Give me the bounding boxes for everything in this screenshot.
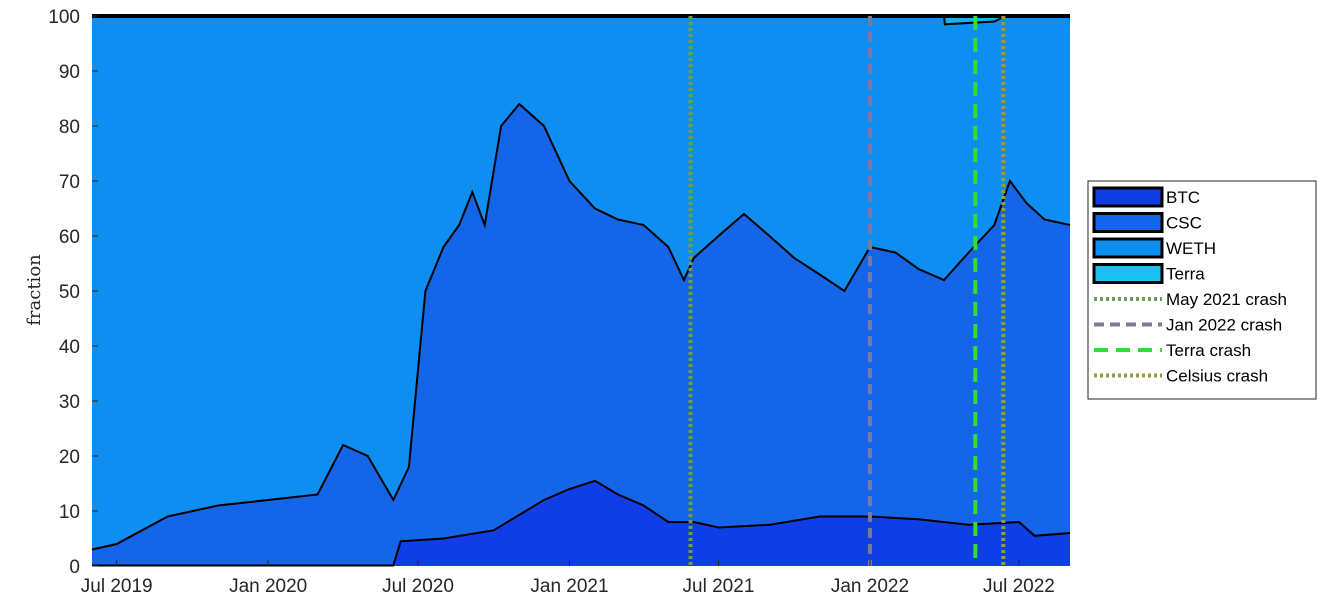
area-btc — [92, 480, 1070, 566]
x-tick-label: Jul 2021 — [683, 576, 755, 597]
y-tick-label: 80 — [59, 117, 80, 138]
x-tick-label: Jul 2020 — [382, 576, 454, 597]
legend-label-celsius-crash: Celsius crash — [1166, 367, 1268, 386]
y-tick-label: 10 — [59, 502, 80, 523]
legend: BTC CSC WETH Terra May 2021 crash Jan 2022 cr… — [1087, 180, 1317, 400]
legend-label-jan-2022-crash: Jan 2022 crash — [1166, 316, 1282, 335]
legend-swatch-terra — [1092, 263, 1164, 284]
axes: 0 10 20 30 40 50 60 70 80 90 100 Jul 2019 Jan 2020 Ju… — [48, 7, 1055, 597]
y-tick-label: 100 — [48, 7, 80, 28]
legend-swatch-btc — [1092, 186, 1164, 208]
y-axis-label: fraction — [24, 254, 45, 326]
legend-label-may-2021-crash: May 2021 crash — [1166, 290, 1287, 309]
x-tick-label: Jan 2021 — [530, 576, 608, 597]
plot-area — [91, 14, 1071, 567]
y-tick-label: 90 — [59, 62, 80, 83]
y-tick-label: 20 — [59, 447, 80, 468]
area-csc — [92, 104, 1070, 566]
boundary-line-csc — [91, 102, 1071, 551]
legend-swatch-csc — [1092, 212, 1164, 233]
y-tick-label: 0 — [69, 557, 80, 578]
y-tick-label: 40 — [59, 337, 80, 358]
x-tick-label: Jan 2022 — [831, 576, 909, 597]
boundary-line-btc — [92, 479, 1071, 567]
y-tick-label: 30 — [59, 392, 80, 413]
x-tick-label: Jan 2020 — [229, 576, 307, 597]
y-tick-label: 60 — [59, 227, 80, 248]
legend-label-terra-crash: Terra crash — [1166, 341, 1251, 360]
y-tick-label: 70 — [59, 172, 80, 193]
x-tick-label: Jul 2019 — [81, 576, 153, 597]
legend-label-terra: Terra — [1166, 265, 1205, 284]
x-tick-label: Jul 2022 — [983, 576, 1055, 597]
legend-swatch-weth — [1092, 237, 1164, 259]
y-tick-label: 50 — [59, 282, 80, 303]
legend-label-csc: CSC — [1166, 214, 1202, 233]
legend-label-weth: WETH — [1166, 239, 1216, 258]
legend-label-btc: BTC — [1166, 188, 1200, 207]
